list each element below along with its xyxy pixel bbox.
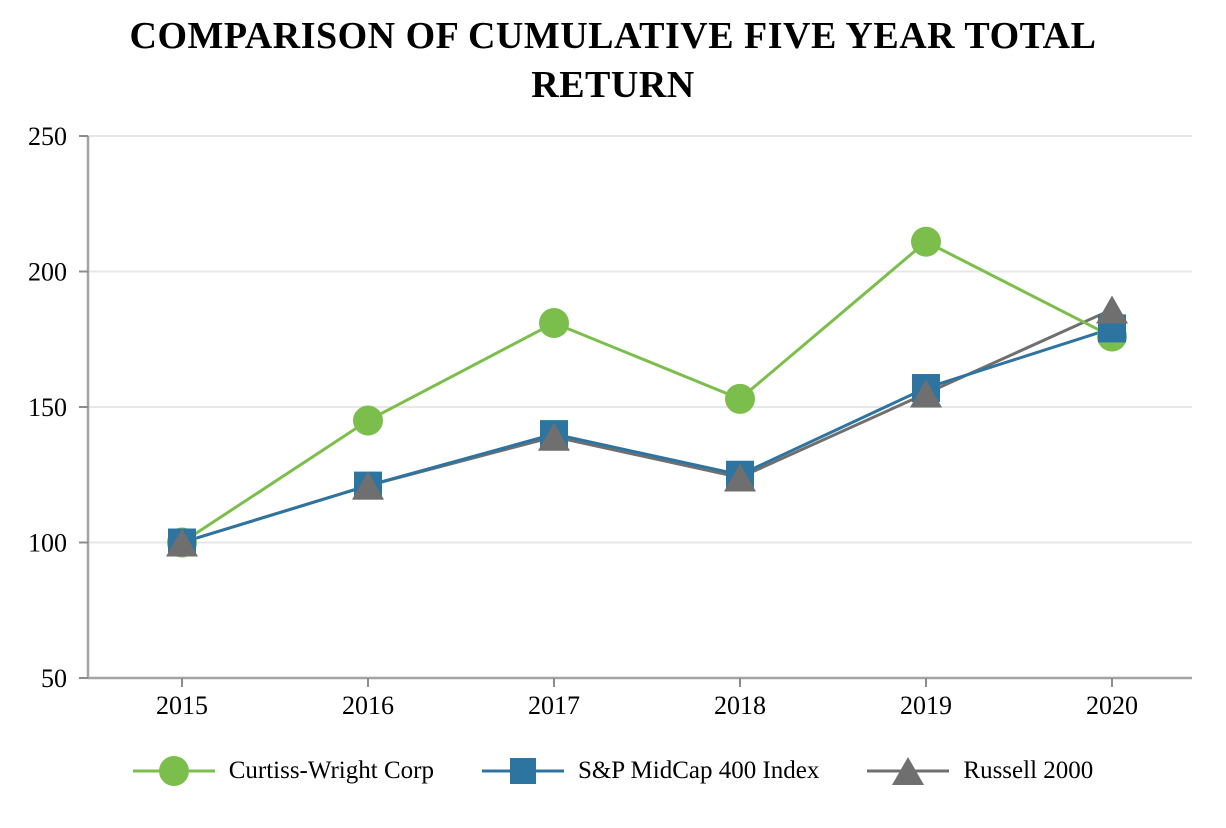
triangle-marker-icon [867,757,950,785]
x-tick-label: 2020 [1086,691,1138,720]
line-chart: 50 100 150 200 250 2015 2016 2017 2018 2019 2020 [28,122,1192,720]
y-tick-label: 50 [41,664,67,693]
y-tick-label: 250 [28,122,67,151]
y-tick-label: 200 [28,258,67,287]
chart-legend: Curtiss-Wright Corp S&P MidCap 400 Index R… [0,752,1226,790]
data-point-triangle [1096,295,1128,324]
series-line-russell-2000 [181,308,1113,544]
x-tick-label: 2016 [342,691,394,720]
y-tick-label: 150 [28,393,67,422]
circle-marker-icon [132,756,215,786]
series-line-s-p-midcap-400-index [181,326,1113,544]
x-tick-label: 2017 [528,691,580,720]
x-tick-label: 2018 [714,691,766,720]
legend-label: Russell 2000 [963,757,1094,784]
data-point-triangle [724,463,756,492]
legend-label: Curtiss-Wright Corp [228,757,434,784]
data-point-triangle [352,471,384,500]
square-marker-icon [481,758,564,784]
y-tick-label: 100 [28,529,67,558]
data-point-triangle [910,379,942,408]
legend-item-curtiss-wright-corp: Curtiss-Wright Corp [132,752,434,790]
legend-label: S&P MidCap 400 Index [577,757,820,784]
data-point-circle [353,405,383,436]
data-point-circle [539,307,569,338]
data-point-triangle [166,528,198,557]
x-tick-label: 2015 [156,691,208,720]
x-tick-label: 2019 [900,691,952,720]
data-point-circle [725,383,755,414]
chart-title: COMPARISON OF CUMULATIVE FIVE YEAR TOTAL… [129,15,1097,107]
legend-item-s-p-midcap-400-index: S&P MidCap 400 Index [481,752,820,790]
data-point-triangle [538,422,570,451]
series-line-curtiss-wright-corp [181,239,1113,544]
legend-item-russell-2000: Russell 2000 [867,752,1093,790]
data-point-circle [911,226,941,257]
